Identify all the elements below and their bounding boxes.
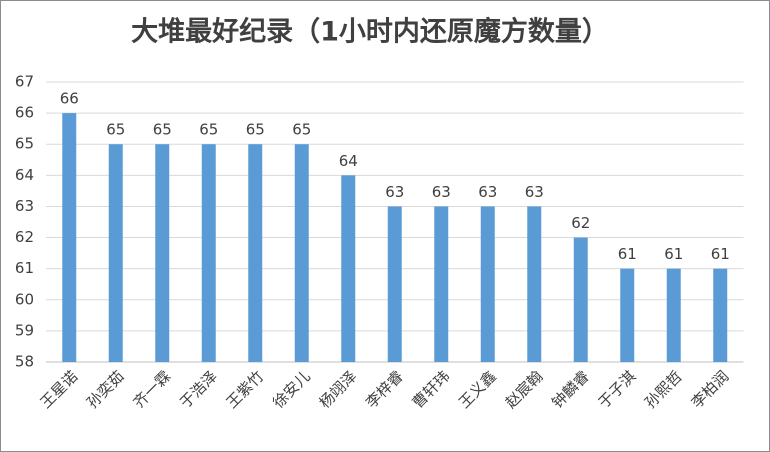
data-label: 65 [246,121,265,139]
bar [713,268,728,362]
y-tick-label: 66 [15,104,34,122]
y-tick-label: 58 [15,353,34,371]
data-label: 61 [711,245,730,263]
bar [434,206,449,362]
data-label: 66 [60,90,79,108]
data-label: 64 [339,152,358,170]
chart-title: 大堆最好纪录（1小时内还原魔方数量） [131,16,609,48]
y-tick-label: 61 [15,259,34,277]
data-label: 63 [432,183,451,201]
bar [248,144,263,362]
y-tick-label: 62 [15,228,34,246]
data-label: 63 [525,183,544,201]
y-tick-label: 60 [15,290,34,308]
y-tick-label: 64 [15,166,34,184]
data-label: 65 [106,121,125,139]
bar [666,268,681,362]
data-label: 61 [618,245,637,263]
data-label: 62 [571,214,590,232]
bar [108,144,123,362]
bar [155,144,170,362]
data-label: 65 [292,121,311,139]
bar [527,206,542,362]
bar [294,144,309,362]
y-tick-label: 67 [15,73,34,91]
data-label: 61 [664,245,683,263]
data-label: 63 [385,183,404,201]
y-tick-label: 59 [15,321,34,339]
bar [573,237,588,362]
bar [62,113,77,362]
y-tick-label: 65 [15,135,34,153]
bar [387,206,402,362]
data-label: 65 [153,121,172,139]
y-tick-label: 63 [15,197,34,215]
data-label: 63 [478,183,497,201]
bar [201,144,216,362]
bar [480,206,495,362]
bar [620,268,635,362]
data-label: 65 [199,121,218,139]
bar [341,175,356,362]
